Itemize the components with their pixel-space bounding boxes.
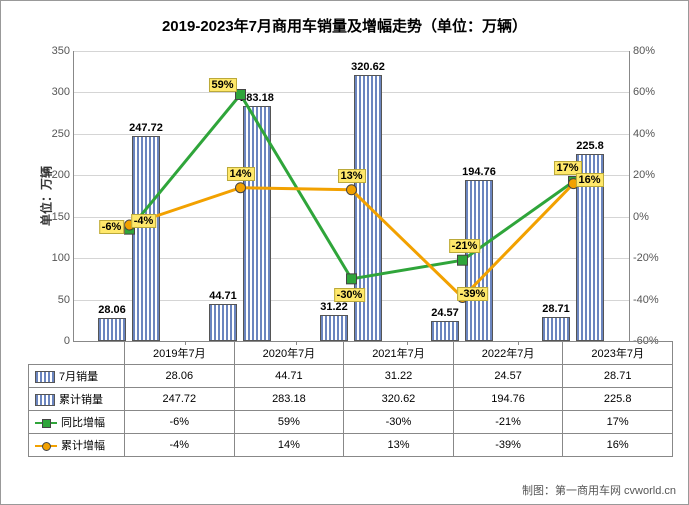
category-header: 2021年7月 xyxy=(344,342,454,365)
legend-cell: 累计增幅 xyxy=(29,434,125,457)
point-label: 14% xyxy=(226,167,254,181)
y2-tick-label: -40% xyxy=(633,294,659,306)
table-cell: 247.72 xyxy=(125,388,235,411)
y2-tick-label: -20% xyxy=(633,252,659,264)
table-cell: -30% xyxy=(344,411,454,434)
y2-tick-label: 60% xyxy=(633,86,659,98)
point-label: -21% xyxy=(449,239,481,253)
table-cell: 28.06 xyxy=(125,365,235,388)
y2-tick-label: 0% xyxy=(633,211,659,223)
legend-cell: 同比增幅 xyxy=(29,411,125,434)
chart-container: 2019-2023年7月商用车销量及增幅走势（单位：万辆） 单位：万辆 0501… xyxy=(0,0,689,505)
y1-tick-label: 150 xyxy=(42,211,70,223)
point-label: -39% xyxy=(457,287,489,301)
legend-cell: 7月销量 xyxy=(29,365,125,388)
point-label: -30% xyxy=(334,288,366,302)
table-cell: 28.71 xyxy=(563,365,673,388)
point-label: 13% xyxy=(337,169,365,183)
point-label: -6% xyxy=(99,220,125,234)
point-label: 59% xyxy=(208,78,236,92)
table-cell: 31.22 xyxy=(344,365,454,388)
series-label: 累计增幅 xyxy=(61,440,105,452)
table-cell: -4% xyxy=(125,434,235,457)
table-cell: 225.8 xyxy=(563,388,673,411)
y1-tick-label: 50 xyxy=(42,294,70,306)
table-cell: -6% xyxy=(125,411,235,434)
chart-title: 2019-2023年7月商用车销量及增幅走势（单位：万辆） xyxy=(1,1,688,36)
plot-area: 单位：万辆 050100150200250300350-60%-40%-20%0… xyxy=(73,51,630,342)
series-label: 7月销量 xyxy=(59,371,98,383)
table-row: 同比增幅 -6%59%-30%-21%17% xyxy=(29,411,673,434)
y2-tick-label: 40% xyxy=(633,128,659,140)
category-header: 2023年7月 xyxy=(563,342,673,365)
table-cell: 320.62 xyxy=(344,388,454,411)
category-header: 2019年7月 xyxy=(125,342,235,365)
table-cell: 44.71 xyxy=(234,365,344,388)
y2-tick-label: 20% xyxy=(633,169,659,181)
footer-credit: 制图：第一商用车网 cvworld.cn xyxy=(522,482,676,498)
table-row: 累计销量 247.72283.18320.62194.76225.8 xyxy=(29,388,673,411)
y1-tick-label: 350 xyxy=(42,45,70,57)
table-cell: 59% xyxy=(234,411,344,434)
y1-tick-label: 200 xyxy=(42,169,70,181)
table-header-row: 2019年7月2020年7月2021年7月2022年7月2023年7月 xyxy=(29,342,673,365)
table-cell: -39% xyxy=(453,434,563,457)
y1-tick-label: 100 xyxy=(42,252,70,264)
series-label: 同比增幅 xyxy=(61,417,105,429)
table-cell: 24.57 xyxy=(453,365,563,388)
table-cell: 14% xyxy=(234,434,344,457)
table-cell: 194.76 xyxy=(453,388,563,411)
series-label: 累计销量 xyxy=(59,394,103,406)
table-cell: 283.18 xyxy=(234,388,344,411)
table-cell: 16% xyxy=(563,434,673,457)
table-cell: 17% xyxy=(563,411,673,434)
table-row: 7月销量 28.0644.7131.2224.5728.71 xyxy=(29,365,673,388)
point-label: 16% xyxy=(575,173,603,187)
category-header: 2020年7月 xyxy=(234,342,344,365)
y1-tick-label: 300 xyxy=(42,86,70,98)
y2-tick-label: 80% xyxy=(633,45,659,57)
table-row: 累计增幅 -4%14%13%-39%16% xyxy=(29,434,673,457)
data-table: 2019年7月2020年7月2021年7月2022年7月2023年7月 7月销量 2… xyxy=(28,341,673,457)
table-cell: -21% xyxy=(453,411,563,434)
table-cell: 13% xyxy=(344,434,454,457)
y1-tick-label: 250 xyxy=(42,128,70,140)
category-header: 2022年7月 xyxy=(453,342,563,365)
point-label: -4% xyxy=(131,214,157,228)
legend-cell: 累计销量 xyxy=(29,388,125,411)
